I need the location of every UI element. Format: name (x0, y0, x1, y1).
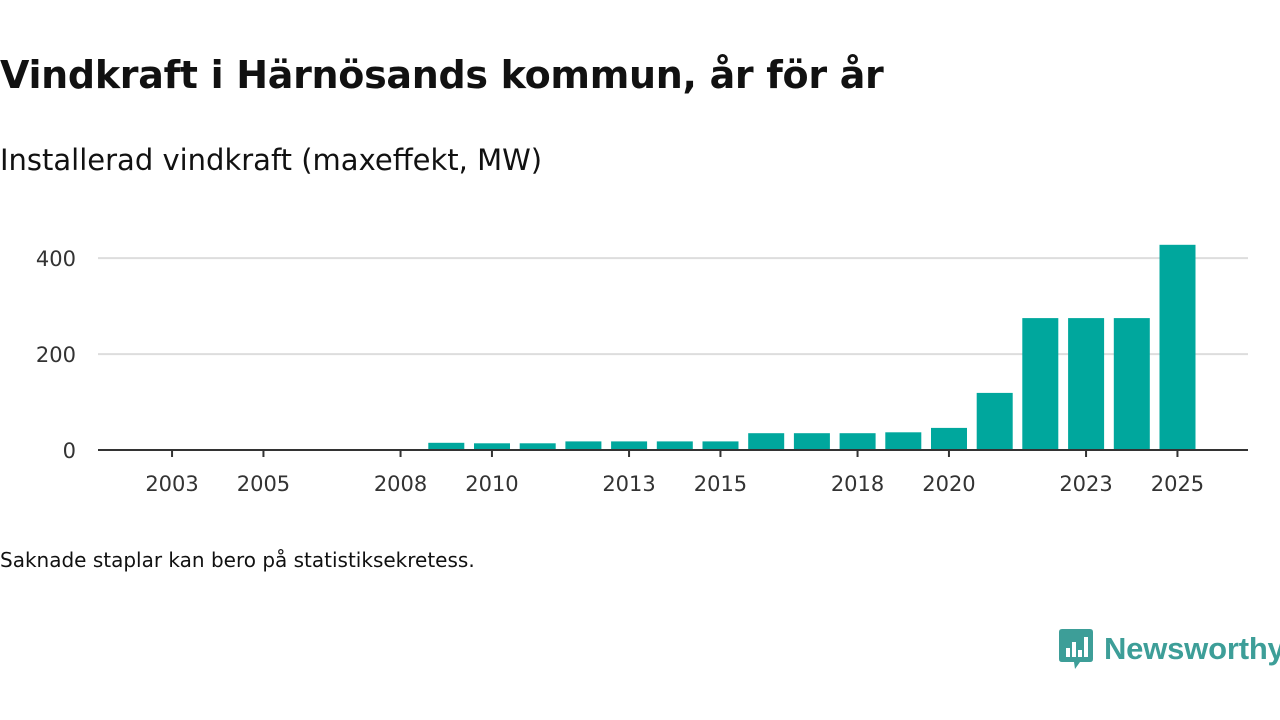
axes (98, 449, 1248, 457)
y-tick-label-200: 200 (36, 343, 76, 367)
bar-2014 (656, 441, 693, 450)
bar-2022 (1022, 318, 1059, 450)
x-tick-label-2003: 2003 (145, 472, 198, 496)
bar-2013 (611, 441, 648, 450)
bar-2021 (976, 392, 1013, 450)
x-tick-label-2023: 2023 (1059, 472, 1112, 496)
bar-2016 (748, 433, 785, 450)
x-tick-label-2010: 2010 (465, 472, 518, 496)
bar-2010 (474, 443, 510, 450)
x-tick-label-2015: 2015 (694, 472, 747, 496)
bar-2023 (1068, 318, 1105, 450)
bars (428, 244, 1196, 450)
x-tick-label-2025: 2025 (1151, 472, 1204, 496)
bar-2012 (565, 441, 602, 450)
x-tick-label-2013: 2013 (602, 472, 655, 496)
bar-2024 (1113, 318, 1150, 450)
newsworthy-wordmark: Newsworthy (1104, 631, 1280, 666)
bar-2025 (1159, 244, 1196, 450)
bar-chart: 0 200 400 2003 2005 2008 2010 2013 2015 2018 2020 2… (36, 244, 1248, 496)
bar-2015 (702, 441, 739, 450)
bar-2011 (519, 443, 556, 450)
tick-labels: 0 200 400 2003 2005 2008 2010 2013 2015 2018 2020 2… (36, 247, 1204, 496)
bar-2018 (839, 433, 876, 450)
chart-title: Vindkraft i Härnösands kommun, år för år (0, 53, 884, 97)
x-tick-label-2005: 2005 (237, 472, 290, 496)
x-tick-label-2008: 2008 (374, 472, 427, 496)
y-tick-label-400: 400 (36, 247, 76, 271)
newsworthy-logo: Newsworthy (1058, 628, 1280, 670)
newsworthy-logo-icon (1059, 629, 1093, 669)
bar-2019 (885, 432, 922, 450)
x-tick-label-2018: 2018 (831, 472, 884, 496)
bar-2009 (428, 442, 465, 450)
x-tick-label-2020: 2020 (922, 472, 975, 496)
chart-subtitle: Installerad vindkraft (maxeffekt, MW) (0, 143, 543, 177)
y-tick-label-0: 0 (63, 439, 76, 463)
bar-2017 (793, 433, 830, 450)
bar-2020 (931, 427, 967, 450)
footnote: Saknade staplar kan bero på statistiksek… (0, 548, 475, 572)
